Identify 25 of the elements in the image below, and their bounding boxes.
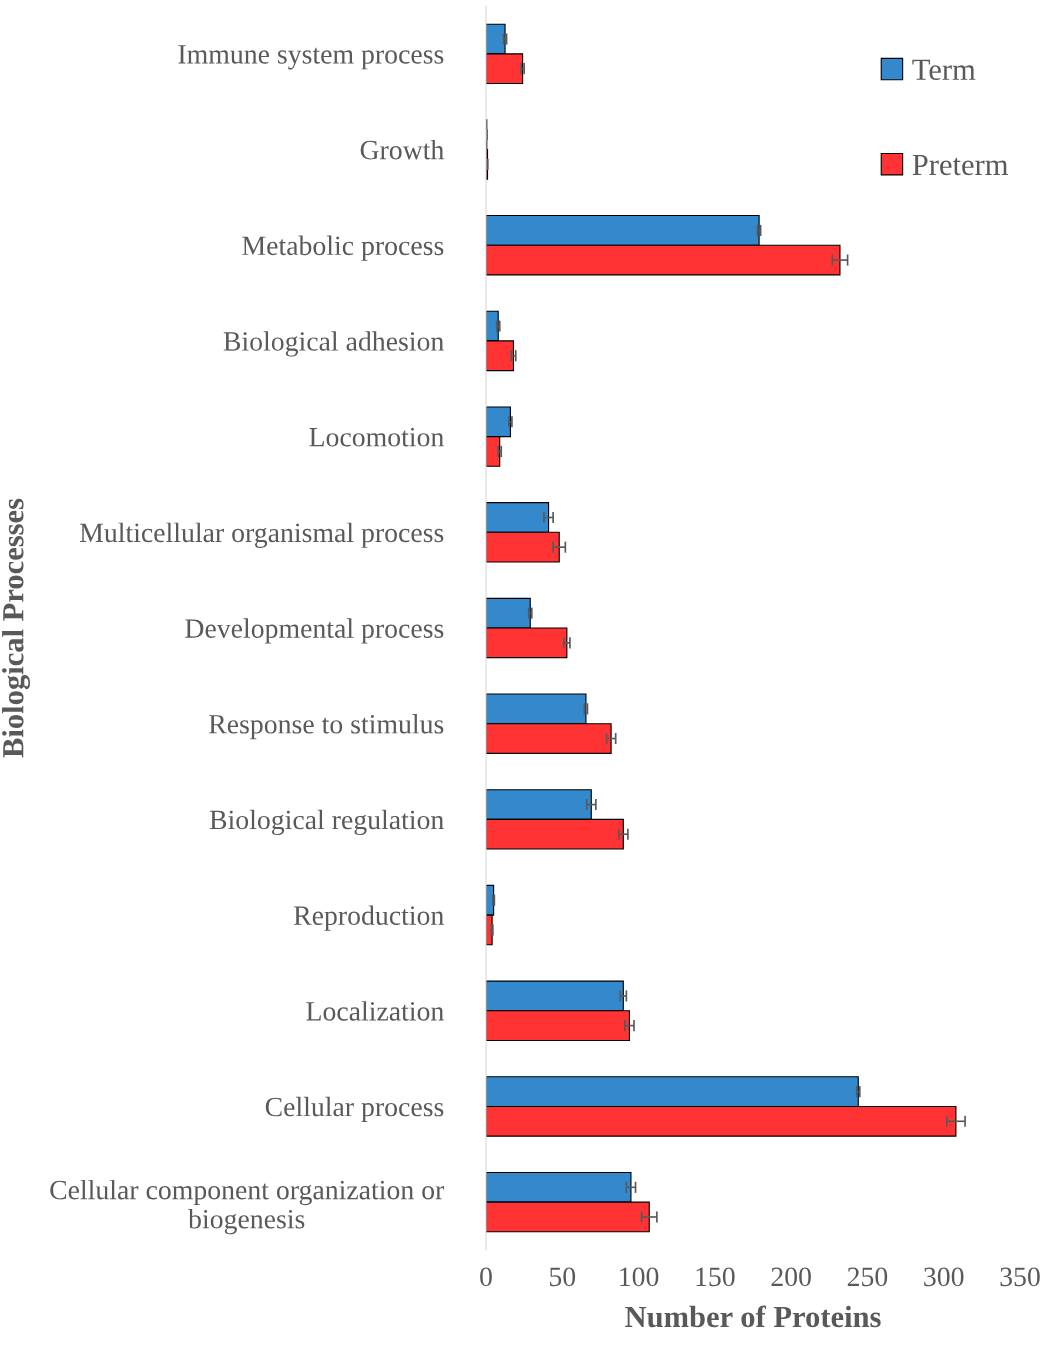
y-tick-label: Growth (360, 139, 444, 160)
x-tick-label: 350 (1000, 1267, 1040, 1287)
y-tick-label: Locomotion (309, 427, 444, 447)
y-tick-label: Multicellular organismal process (79, 522, 444, 548)
y-tick-label: Biological regulation (209, 809, 444, 836)
x-axis-title: Number of Proteins (625, 1305, 881, 1328)
y-tick-label: Immune system process (178, 45, 444, 70)
y-tick-label: Response to stimulus (209, 714, 444, 740)
y-tick-label: Localization (306, 1001, 444, 1021)
x-tick-label: 250 (847, 1267, 888, 1287)
y-tick-label: Developmental process (185, 618, 444, 644)
y-axis-title: Biological Processes (2, 498, 30, 758)
x-tick-label: 300 (924, 1267, 964, 1287)
y-tick-label: Cellular component organization or biogenesis (50, 1179, 445, 1235)
y-tick-label: Metabolic process (242, 235, 444, 261)
x-tick-label: 50 (550, 1267, 576, 1287)
x-tick-label: 200 (771, 1267, 811, 1287)
x-tick-label: 150 (696, 1267, 735, 1287)
legend-label: Term (912, 59, 976, 81)
legend-label: Preterm (912, 154, 1009, 176)
x-tick-label: 100 (620, 1267, 659, 1287)
y-tick-label: Reproduction (293, 905, 444, 931)
x-tick-label: 0 (480, 1267, 492, 1287)
y-tick-label: Cellular process (265, 1096, 444, 1123)
y-tick-label: Biological adhesion (223, 331, 444, 357)
